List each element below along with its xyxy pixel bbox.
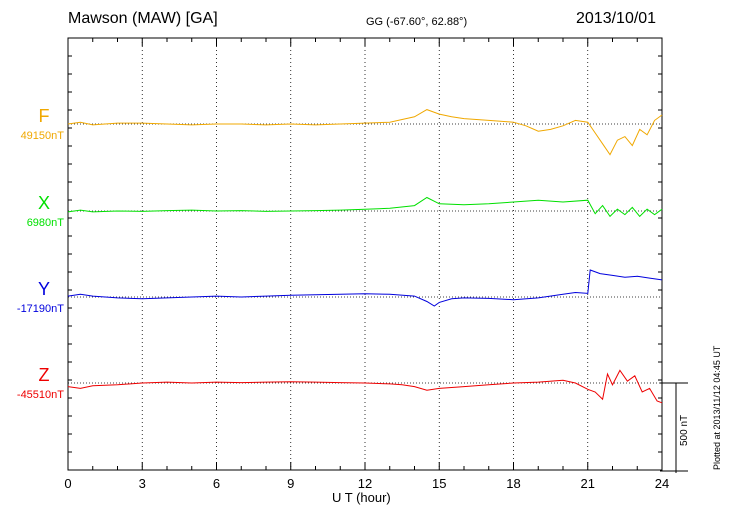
x-tick-label: 12: [358, 476, 372, 491]
trace-z: [67, 369, 663, 404]
baseline-label-y: -17190nT: [17, 303, 64, 315]
scale-bar-label: 500 nT: [679, 414, 690, 446]
x-tick-label: 21: [581, 476, 595, 491]
trace-y: [67, 269, 663, 307]
date-label: 2013/10/01: [576, 10, 657, 27]
baseline-label-x: 6980nT: [27, 217, 65, 229]
component-label-z: Z: [39, 365, 50, 385]
x-tick-label: 18: [506, 476, 520, 491]
x-tick-label: 6: [213, 476, 220, 491]
coordinates-label: GG (-67.60°, 62.88°): [366, 16, 468, 28]
component-label-x: X: [38, 193, 50, 213]
baseline-label-f: 49150nT: [21, 130, 65, 142]
x-tick-label: 24: [655, 476, 669, 491]
x-tick-label: 3: [139, 476, 146, 491]
trace-f: [67, 109, 663, 156]
station-title: Mawson (MAW) [GA]: [68, 10, 218, 27]
x-tick-label: 0: [64, 476, 71, 491]
x-axis-label: U T (hour): [332, 490, 391, 505]
trace-x: [67, 196, 663, 218]
x-tick-label: 15: [432, 476, 446, 491]
plotted-timestamp: Plotted at 2013/11/12 04:45 UT: [712, 345, 722, 470]
component-label-f: F: [39, 106, 50, 126]
x-tick-label: 9: [287, 476, 294, 491]
baseline-label-z: -45510nT: [17, 389, 64, 401]
component-label-y: Y: [38, 279, 50, 299]
